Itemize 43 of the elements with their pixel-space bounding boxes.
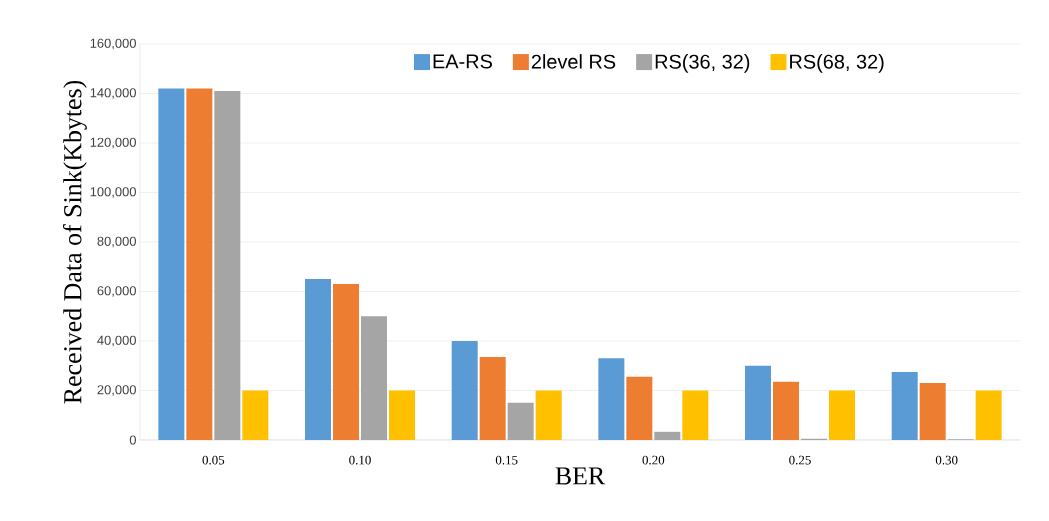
x-tick-label: 0.25	[789, 455, 811, 465]
bar	[626, 376, 653, 440]
bar	[598, 358, 625, 440]
bar	[919, 383, 946, 440]
bar	[507, 402, 534, 440]
y-axis-title: Received Data of Sink(Kbytes)	[63, 80, 87, 404]
x-tick-label: 0.05	[202, 455, 225, 465]
bar	[682, 390, 709, 440]
x-tick-label: 0.30	[935, 455, 958, 465]
bar	[361, 316, 387, 440]
y-tick-label: 120,000	[90, 137, 136, 149]
bar	[773, 381, 800, 440]
bar	[828, 390, 855, 440]
bar	[535, 390, 562, 440]
bar	[654, 431, 681, 440]
bar	[891, 371, 918, 440]
x-axis-title: BER	[555, 467, 606, 485]
y-tick-label: 0	[129, 435, 136, 445]
x-tick-label: 0.15	[495, 455, 518, 465]
bar	[479, 357, 506, 440]
y-tick-label: 20,000	[97, 385, 136, 396]
bar	[333, 284, 360, 440]
y-tick-label: 60,000	[97, 286, 136, 297]
legend-label: RS(68, 32)	[790, 54, 884, 73]
y-tick-label: 100,000	[90, 187, 136, 198]
bar	[745, 365, 772, 440]
legend-label: 2level RS	[531, 54, 616, 69]
x-tick-label: 0.10	[349, 455, 371, 465]
bar	[214, 91, 241, 440]
y-tick-label: 80,000	[97, 236, 136, 248]
y-tick-label: 40,000	[97, 335, 136, 347]
bar	[975, 390, 1002, 440]
legend-label: EA-RS	[433, 54, 492, 69]
y-tick-label: 160,000	[90, 38, 136, 50]
bar	[186, 88, 213, 440]
bar	[451, 340, 478, 440]
bar	[388, 390, 415, 440]
bar	[242, 390, 269, 440]
y-tick-label: 140,000	[90, 88, 136, 99]
bar	[158, 88, 185, 440]
x-tick-label: 0.20	[642, 455, 665, 465]
bar	[305, 279, 332, 440]
legend-label: RS(36, 32)	[655, 54, 750, 73]
